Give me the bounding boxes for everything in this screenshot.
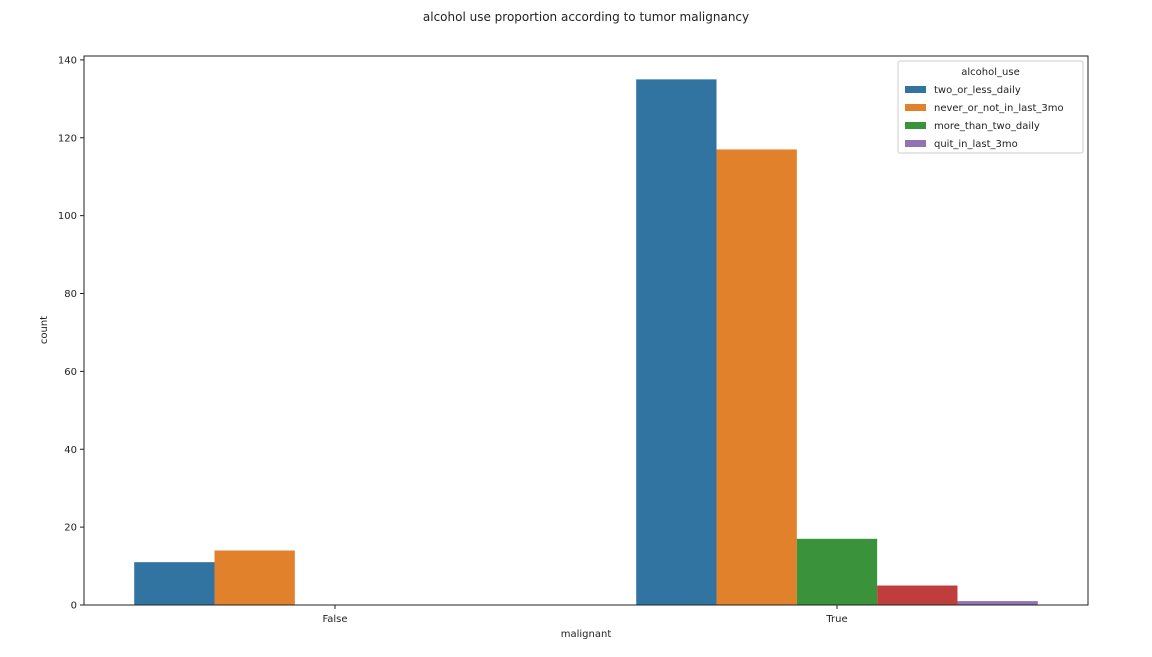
legend-entry-quit_in_last_3mo: quit_in_last_3mo (934, 139, 1018, 150)
y-tick-label: 60 (64, 367, 77, 378)
y-tick-label: 0 (71, 601, 77, 612)
bar-never_or_not_in_last_3mo-False (214, 550, 295, 605)
x-tick-label: False (322, 614, 347, 625)
y-tick-label: 140 (58, 55, 77, 66)
legend-swatch-never_or_not_in_last_3mo (905, 104, 926, 111)
bar-more_than_two_daily-True (796, 538, 878, 605)
y-tick-label: 120 (58, 133, 77, 144)
legend-box (897, 60, 1084, 154)
plot-area (134, 79, 1038, 606)
chart-title: alcohol use proportion according to tumo… (423, 10, 749, 24)
legend-title: alcohol_use (961, 67, 1019, 78)
legend-entry-more_than_two_daily: more_than_two_daily (934, 121, 1040, 132)
bar-quit_in_last_3mo-True (957, 601, 1038, 605)
y-tick-label: 80 (64, 289, 77, 300)
legend-swatch-quit_in_last_3mo (905, 140, 926, 147)
bar-two_or_less_daily-False (134, 562, 215, 605)
legend-swatch-more_than_two_daily (905, 122, 926, 129)
y-tick-label: 20 (64, 523, 77, 534)
x-tick-label: True (825, 614, 847, 625)
ticks: 0 20 40 60 80 100 120 140 False True (58, 55, 848, 625)
axes (83, 55, 1089, 606)
bar-never_or_not_in_last_3mo-True (716, 149, 797, 605)
legend: alcohol_use two_or_less_daily never_or_not… (897, 60, 1084, 154)
bar-two_or_less_daily-True (636, 79, 717, 606)
legend-swatch-two_or_less_daily (905, 86, 926, 93)
legend-entry-never_or_not_in_last_3mo: never_or_not_in_last_3mo (934, 103, 1064, 114)
y-tick-label: 100 (58, 211, 77, 222)
x-axis-label: malignant (561, 629, 612, 640)
legend-entry-two_or_less_daily: two_or_less_daily (934, 85, 1021, 96)
bar-series-3-True (877, 585, 958, 605)
y-axis-label: count (39, 316, 50, 344)
y-tick-label: 40 (64, 445, 77, 456)
plot-frame (83, 55, 1089, 606)
